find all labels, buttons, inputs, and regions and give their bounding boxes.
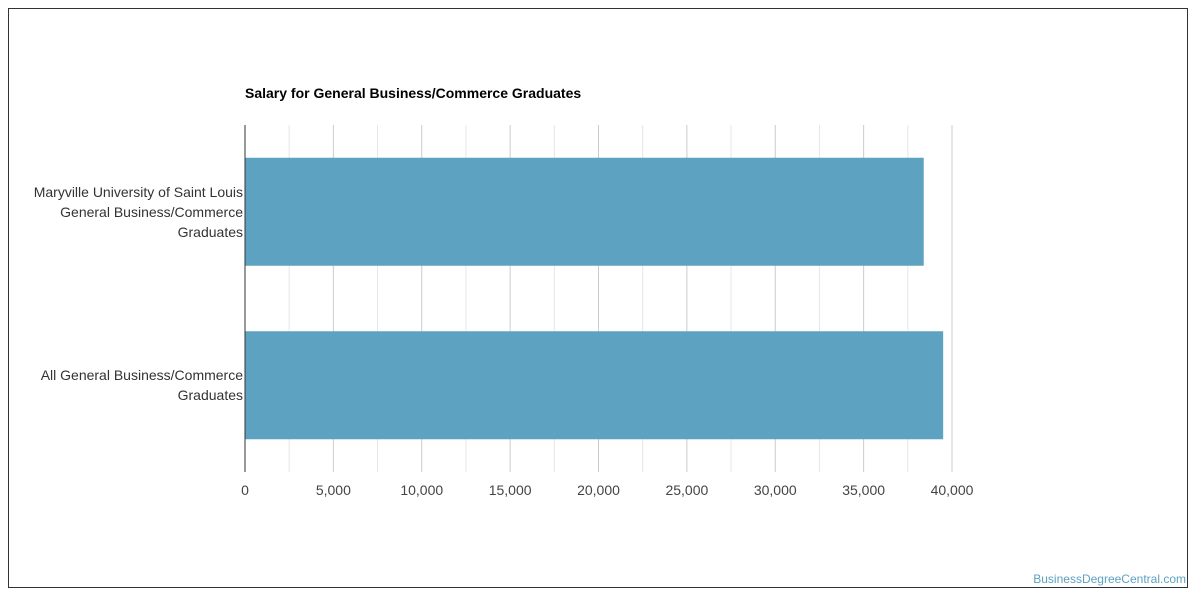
x-tick-label: 35,000 (842, 482, 885, 498)
chart-frame (8, 8, 1188, 588)
bar-2 (245, 331, 944, 440)
category-label-1: Maryville University of Saint Louis Gene… (33, 183, 243, 240)
x-tick-label: 5,000 (316, 482, 351, 498)
x-tick-label: 25,000 (665, 482, 708, 498)
bars (245, 157, 944, 440)
x-tick-labels: 0 5,000 10,000 15,000 20,000 25,000 30,000 35,0… (241, 482, 974, 498)
x-tick-label: 10,000 (400, 482, 443, 498)
x-tick-label: 15,000 (489, 482, 532, 498)
x-tick-label: 20,000 (577, 482, 620, 498)
bar-1 (245, 157, 924, 266)
x-tick-label: 0 (241, 482, 249, 498)
x-tick-label: 30,000 (754, 482, 797, 498)
watermark: BusinessDegreeCentral.com (1033, 572, 1186, 586)
chart-title: Salary for General Business/Commerce Gra… (245, 85, 582, 101)
x-tick-label: 40,000 (931, 482, 974, 498)
category-label-2: All General Business/Commerce Graduates (40, 367, 243, 404)
